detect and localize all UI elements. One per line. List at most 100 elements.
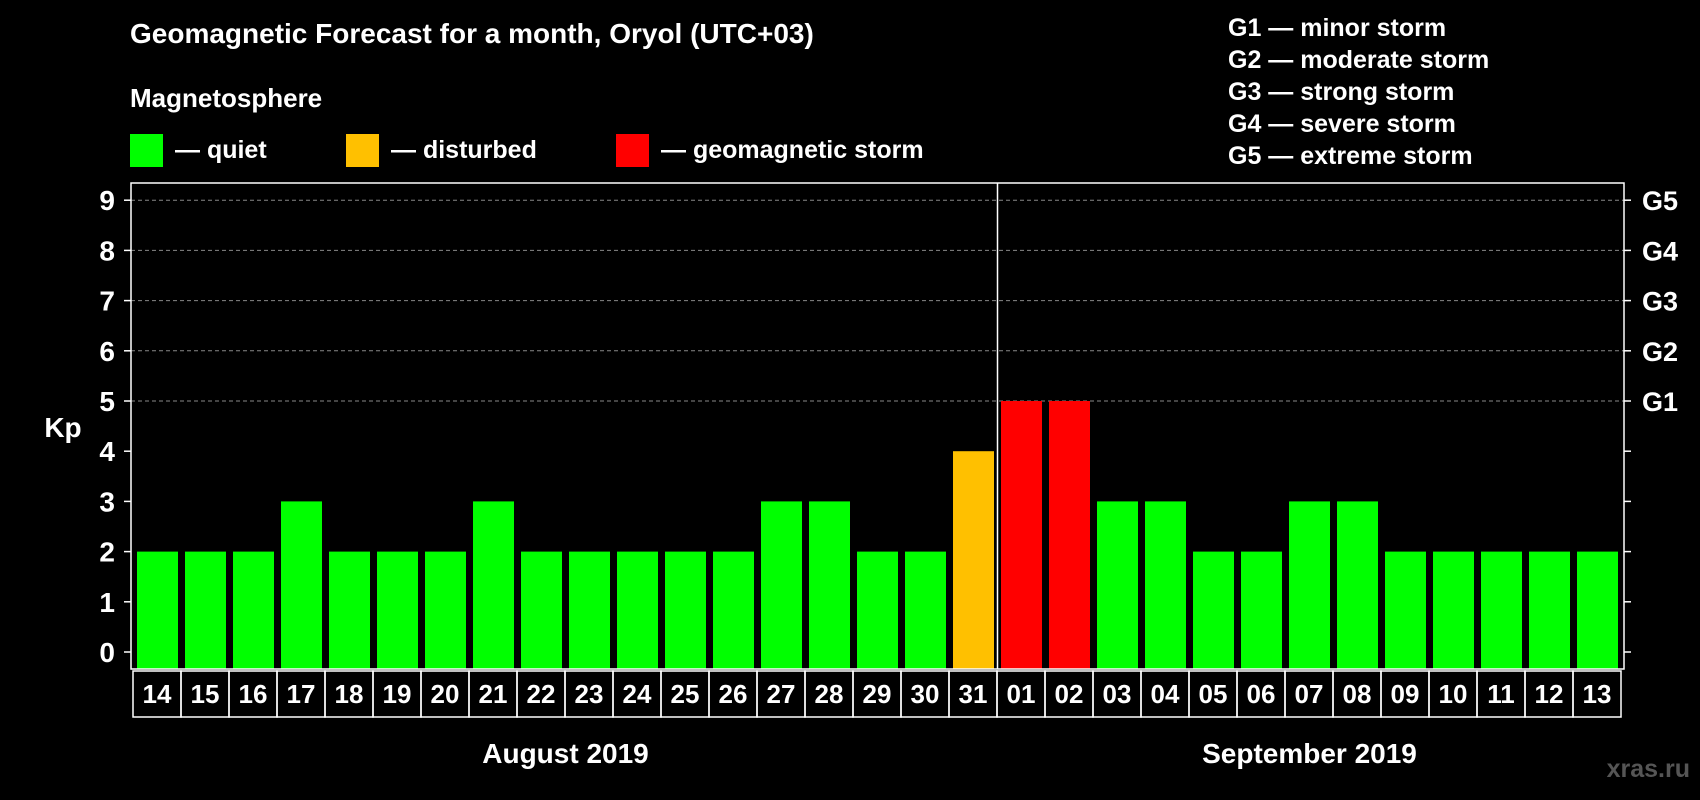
bar-15 — [185, 551, 226, 669]
right-axis-label-g2: G2 — [1642, 337, 1678, 367]
storm-scale-g4: G4 — severe storm — [1228, 110, 1456, 138]
bar-25 — [665, 551, 706, 669]
chart-title: Geomagnetic Forecast for a month, Oryol … — [130, 18, 814, 49]
y-axis-label: Kp — [44, 412, 81, 443]
x-tick-label-23: 23 — [575, 679, 604, 709]
bar-01 — [1001, 401, 1042, 669]
bar-16 — [233, 551, 274, 669]
x-tick-label-28: 28 — [815, 679, 844, 709]
bar-10 — [1433, 551, 1474, 669]
right-axis-label-g5: G5 — [1642, 186, 1678, 216]
y-tick-label-0: 0 — [99, 637, 115, 668]
x-tick-label-18: 18 — [335, 679, 364, 709]
bar-08 — [1337, 501, 1378, 669]
plot-frame — [130, 182, 1625, 670]
x-tick-label-14: 14 — [143, 679, 172, 709]
legend-item-quiet: — quiet — [130, 133, 267, 167]
x-tick-label-03: 03 — [1103, 679, 1132, 709]
bar-17 — [281, 501, 322, 669]
bar-31 — [953, 451, 994, 669]
storm-scale-g2: G2 — moderate storm — [1228, 46, 1490, 74]
storm-scale-g3: G3 — strong storm — [1228, 78, 1455, 106]
bar-06 — [1241, 551, 1282, 669]
x-tick-label-30: 30 — [911, 679, 940, 709]
y-tick-label-8: 8 — [99, 235, 115, 266]
bar-04 — [1145, 501, 1186, 669]
bar-18 — [329, 551, 370, 669]
bar-20 — [425, 551, 466, 669]
x-tick-label-27: 27 — [767, 679, 796, 709]
bar-02 — [1049, 401, 1090, 669]
month-label-september: September 2019 — [1202, 738, 1417, 769]
x-tick-label-08: 08 — [1343, 679, 1372, 709]
legend-swatch-disturbed — [346, 133, 379, 167]
bar-22 — [521, 551, 562, 669]
y-tick-label-3: 3 — [99, 486, 115, 517]
bar-28 — [809, 501, 850, 669]
x-tick-label-16: 16 — [239, 679, 268, 709]
storm-scale-g1: G1 — minor storm — [1228, 14, 1447, 42]
y-tick-label-5: 5 — [99, 386, 115, 417]
x-tick-label-20: 20 — [431, 679, 460, 709]
x-tick-label-05: 05 — [1199, 679, 1228, 709]
x-tick-label-04: 04 — [1151, 679, 1180, 709]
y-tick-label-7: 7 — [99, 286, 115, 317]
legend-item-storm: — geomagnetic storm — [616, 133, 924, 167]
y-tick-label-4: 4 — [99, 436, 115, 467]
bar-03 — [1097, 501, 1138, 669]
y-tick-label-2: 2 — [99, 537, 115, 568]
bar-11 — [1481, 551, 1522, 669]
x-tick-label-19: 19 — [383, 679, 412, 709]
legend-item-disturbed: — disturbed — [346, 133, 537, 167]
x-tick-label-22: 22 — [527, 679, 556, 709]
legend-swatch-storm — [616, 133, 649, 167]
legend-heading: Magnetosphere — [130, 83, 323, 113]
month-label-august: August 2019 — [482, 738, 649, 769]
x-tick-label-13: 13 — [1583, 679, 1612, 709]
bar-21 — [473, 501, 514, 669]
bar-24 — [617, 551, 658, 669]
legend-label-storm: — geomagnetic storm — [661, 135, 924, 164]
x-tick-label-17: 17 — [287, 679, 316, 709]
storm-scale-g5: G5 — extreme storm — [1228, 142, 1473, 170]
y-tick-label-6: 6 — [99, 336, 115, 367]
x-tick-label-07: 07 — [1295, 679, 1324, 709]
bar-13 — [1577, 551, 1618, 669]
legend-swatch-quiet — [130, 133, 163, 167]
bar-19 — [377, 551, 418, 669]
legend-label-quiet: — quiet — [175, 135, 267, 164]
watermark: xras.ru — [1606, 755, 1690, 783]
x-tick-label-26: 26 — [719, 679, 748, 709]
bar-29 — [857, 551, 898, 669]
bar-30 — [905, 551, 946, 669]
x-tick-label-24: 24 — [623, 679, 652, 709]
storm-scale-legend: G1 — minor storm G2 — moderate storm G3 … — [1228, 12, 1489, 172]
bar-07 — [1289, 501, 1330, 669]
right-axis-label-g4: G4 — [1642, 236, 1678, 266]
right-axis-label-g1: G1 — [1642, 387, 1678, 417]
y-tick-label-1: 1 — [99, 587, 115, 618]
x-tick-label-10: 10 — [1439, 679, 1468, 709]
x-tick-label-11: 11 — [1487, 679, 1515, 709]
x-tick-label-29: 29 — [863, 679, 892, 709]
x-tick-label-06: 06 — [1247, 679, 1276, 709]
y-tick-label-9: 9 — [99, 185, 115, 216]
x-tick-label-01: 01 — [1007, 679, 1036, 709]
x-tick-label-09: 09 — [1391, 679, 1420, 709]
right-axis-label-g3: G3 — [1642, 287, 1678, 317]
x-tick-label-15: 15 — [191, 679, 220, 709]
bar-26 — [713, 551, 754, 669]
bar-12 — [1529, 551, 1570, 669]
legend-label-disturbed: — disturbed — [391, 135, 537, 164]
bar-27 — [761, 501, 802, 669]
date-cell-13 — [1572, 670, 1622, 718]
bar-05 — [1193, 551, 1234, 669]
bar-14 — [137, 551, 178, 669]
x-tick-label-31: 31 — [959, 679, 988, 709]
x-tick-label-12: 12 — [1535, 679, 1564, 709]
bar-09 — [1385, 551, 1426, 669]
bar-23 — [569, 551, 610, 669]
x-tick-label-25: 25 — [671, 679, 700, 709]
x-tick-label-21: 21 — [479, 679, 508, 709]
